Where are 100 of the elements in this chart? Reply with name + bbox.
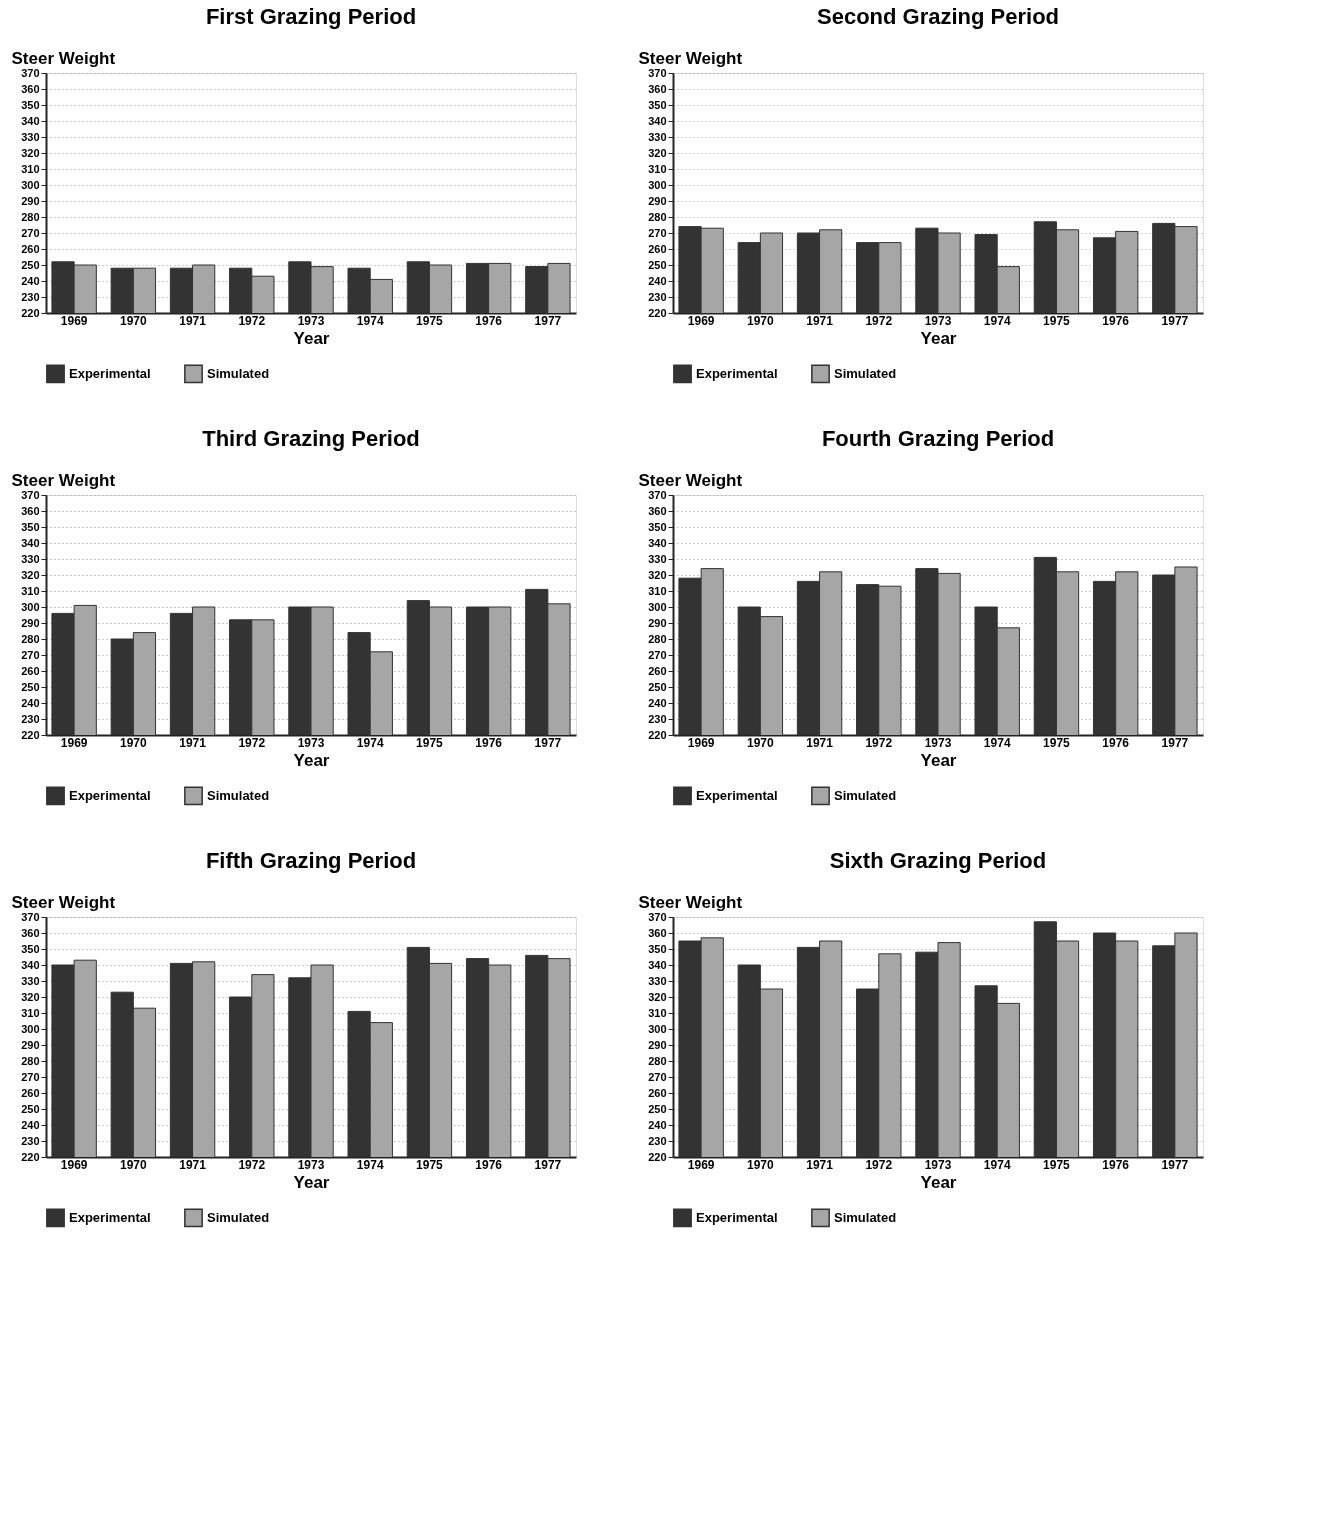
- y-tick-label: 220: [21, 728, 40, 741]
- y-tick-label: 360: [648, 82, 667, 95]
- x-tick-label: 1973: [297, 735, 325, 750]
- y-tick-label: 280: [21, 1054, 40, 1067]
- y-tick-label: 360: [648, 504, 667, 517]
- y-tick-label: 280: [648, 1054, 667, 1067]
- x-tick-label: 1970: [119, 735, 148, 750]
- y-axis-title: Steer Weight: [11, 48, 116, 68]
- x-tick-label: 1976: [475, 1157, 503, 1172]
- y-tick-label: 350: [648, 98, 667, 111]
- y-tick-label: 350: [648, 942, 667, 955]
- x-tick-label: 1976: [1102, 313, 1130, 328]
- x-tick-label: 1975: [416, 735, 444, 750]
- y-tick-label: 340: [21, 536, 40, 549]
- x-tick-label: 1976: [1102, 1157, 1130, 1172]
- y-tick-label: 360: [648, 926, 667, 939]
- x-tick-label: 1976: [475, 313, 503, 328]
- y-tick-label: 320: [21, 146, 40, 159]
- y-tick-label: 290: [21, 194, 40, 207]
- y-tick-label: 240: [648, 274, 667, 287]
- y-tick-label: 270: [21, 648, 40, 661]
- x-tick-label: 1974: [983, 735, 1011, 750]
- x-tick-label: 1973: [297, 313, 325, 328]
- x-tick-label: 1974: [356, 313, 384, 328]
- y-tick-label: 370: [648, 66, 667, 79]
- x-tick-label: 1972: [865, 1157, 893, 1172]
- chart-title: First Grazing Period: [205, 4, 417, 29]
- y-tick-label: 320: [21, 990, 40, 1003]
- y-tick-label: 230: [21, 712, 40, 725]
- y-tick-label: 340: [21, 958, 40, 971]
- x-tick-label: 1975: [1043, 313, 1071, 328]
- x-tick-label: 1972: [238, 313, 266, 328]
- legend-label: Experimental: [69, 787, 151, 803]
- x-tick-label: 1973: [297, 1157, 325, 1172]
- y-tick-label: 270: [21, 226, 40, 239]
- y-tick-label: 360: [21, 504, 40, 517]
- x-tick-label: 1976: [1102, 735, 1130, 750]
- y-tick-label: 330: [21, 552, 40, 565]
- y-tick-label: 220: [648, 1150, 667, 1163]
- x-tick-label: 1974: [983, 1157, 1011, 1172]
- y-tick-label: 340: [648, 536, 667, 549]
- x-tick-label: 1970: [746, 313, 775, 328]
- x-tick-label: 1971: [179, 313, 207, 328]
- x-tick-label: 1973: [924, 313, 952, 328]
- y-tick-label: 360: [21, 926, 40, 939]
- y-tick-label: 280: [648, 210, 667, 223]
- chart-title: Sixth Grazing Period: [829, 848, 1047, 873]
- x-tick-label: 1972: [865, 735, 893, 750]
- y-tick-label: 260: [648, 1086, 667, 1099]
- y-tick-label: 320: [648, 146, 667, 159]
- y-axis-title: Steer Weight: [638, 470, 743, 490]
- y-tick-label: 310: [21, 584, 40, 597]
- y-tick-label: 340: [648, 114, 667, 127]
- y-tick-label: 300: [21, 600, 40, 613]
- y-tick-label: 270: [648, 648, 667, 661]
- x-tick-label: 1971: [179, 735, 207, 750]
- x-axis-title: Year: [920, 328, 957, 348]
- x-tick-label: 1971: [806, 735, 834, 750]
- y-tick-label: 270: [648, 1070, 667, 1083]
- x-tick-label: 1969: [60, 1157, 88, 1172]
- x-tick-label: 1972: [238, 735, 266, 750]
- x-tick-label: 1969: [60, 735, 88, 750]
- y-axis-title: Steer Weight: [11, 470, 116, 490]
- y-tick-label: 290: [21, 1038, 40, 1051]
- y-tick-label: 250: [21, 680, 40, 693]
- x-tick-label: 1977: [534, 313, 562, 328]
- y-tick-label: 240: [648, 1118, 667, 1131]
- x-tick-label: 1969: [687, 735, 715, 750]
- y-tick-label: 250: [21, 258, 40, 271]
- y-tick-label: 280: [21, 210, 40, 223]
- x-tick-label: 1974: [356, 735, 384, 750]
- y-tick-label: 220: [21, 306, 40, 319]
- y-tick-label: 310: [21, 162, 40, 175]
- y-tick-label: 260: [648, 664, 667, 677]
- x-tick-label: 1969: [60, 313, 88, 328]
- y-tick-label: 320: [21, 568, 40, 581]
- y-tick-label: 310: [21, 1006, 40, 1019]
- y-tick-label: 330: [648, 552, 667, 565]
- x-tick-label: 1971: [806, 1157, 834, 1172]
- x-tick-label: 1976: [475, 735, 503, 750]
- y-tick-label: 350: [21, 98, 40, 111]
- y-tick-label: 240: [648, 696, 667, 709]
- legend-label: Simulated: [207, 365, 270, 381]
- y-tick-label: 310: [648, 584, 667, 597]
- x-tick-label: 1970: [119, 1157, 148, 1172]
- y-tick-label: 230: [21, 1134, 40, 1147]
- x-axis-title: Year: [293, 1172, 330, 1192]
- y-tick-label: 250: [648, 680, 667, 693]
- x-tick-label: 1970: [746, 735, 775, 750]
- legend-label: Experimental: [696, 787, 778, 803]
- y-tick-label: 350: [21, 942, 40, 955]
- y-tick-label: 370: [648, 910, 667, 923]
- x-tick-label: 1970: [119, 313, 148, 328]
- legend-label: Experimental: [696, 1209, 778, 1225]
- y-tick-label: 330: [648, 974, 667, 987]
- x-axis-title: Year: [920, 1172, 957, 1192]
- y-tick-label: 290: [21, 616, 40, 629]
- x-tick-label: 1971: [806, 313, 834, 328]
- legend-label: Simulated: [834, 365, 897, 381]
- x-tick-label: 1977: [534, 735, 562, 750]
